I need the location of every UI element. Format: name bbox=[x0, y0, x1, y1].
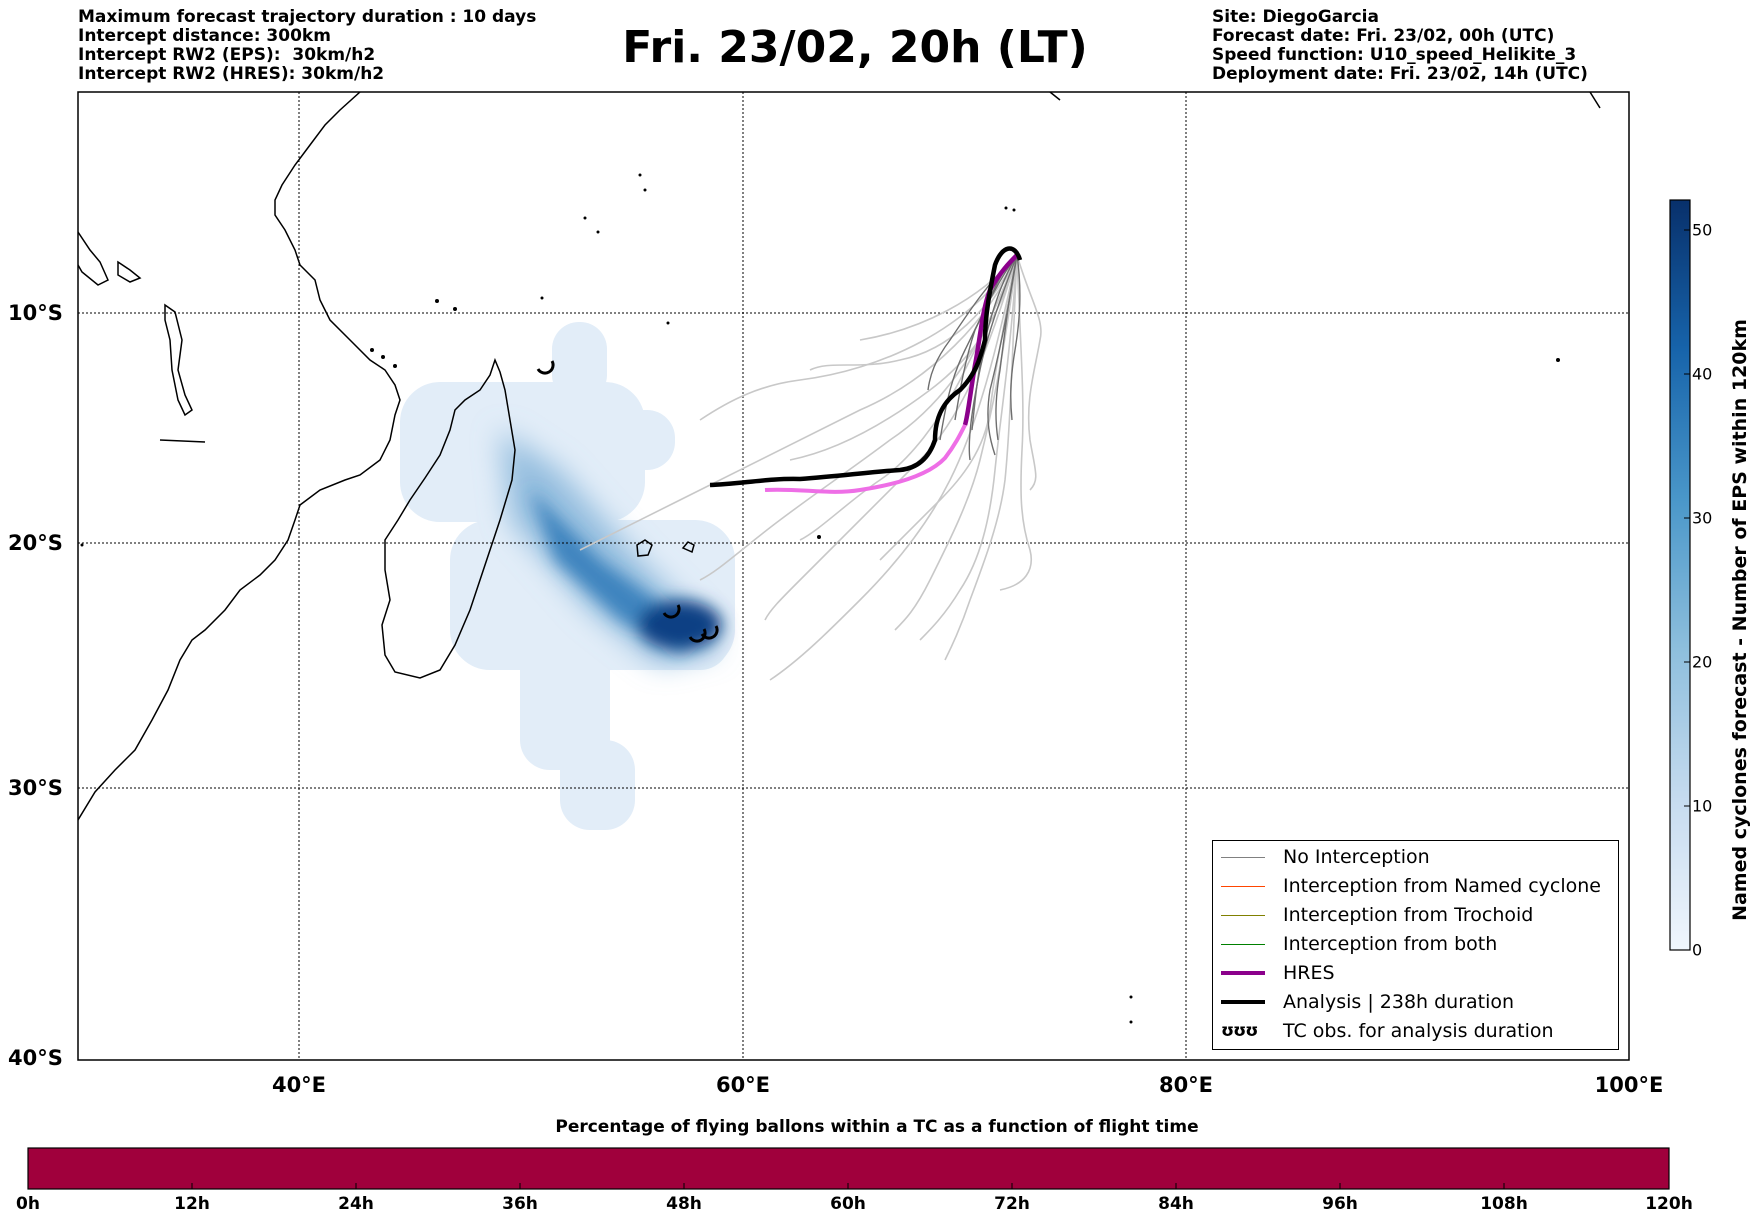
colorbar-tick-label: 0 bbox=[1692, 940, 1703, 960]
flight-time-tick-label: 120h bbox=[1645, 1194, 1693, 1214]
legend-label: TC obs. for analysis duration bbox=[1283, 1020, 1554, 1042]
legend-swatch-no-interception bbox=[1221, 856, 1265, 858]
flight-time-tick-label: 96h bbox=[1322, 1194, 1358, 1214]
tc-obs-markers bbox=[536, 360, 719, 643]
flight-time-bar-ticks bbox=[191, 1183, 1505, 1189]
flight-time-tick-label: 84h bbox=[1158, 1194, 1194, 1214]
header-left-line: Maximum forecast trajectory duration : 1… bbox=[78, 7, 537, 27]
legend-item: Interception from Named cyclone bbox=[1221, 872, 1601, 900]
flight-time-bar bbox=[27, 1147, 1670, 1190]
legend-swatch-named-cyclone bbox=[1221, 885, 1265, 887]
lat-label: 30°S bbox=[8, 776, 63, 800]
legend-item: Interception from Trochoid bbox=[1221, 901, 1533, 929]
coastlines bbox=[78, 92, 1601, 821]
header-left: Maximum forecast trajectory duration : 1… bbox=[78, 8, 536, 84]
flight-time-tick-label: 108h bbox=[1480, 1194, 1528, 1214]
gridlines bbox=[78, 92, 1629, 1060]
flight-time-tick-label: 0h bbox=[16, 1194, 40, 1214]
legend-item: Interception from both bbox=[1221, 930, 1497, 958]
flight-time-tick-label: 24h bbox=[338, 1194, 374, 1214]
tc-obs-icon: ʊʊʊ bbox=[1221, 1021, 1258, 1041]
lon-label: 60°E bbox=[715, 1073, 771, 1097]
header-left-line: Intercept RW2 (EPS): 30km/h2 bbox=[78, 45, 376, 65]
colorbar bbox=[1669, 199, 1691, 951]
colorbar-tick-label: 10 bbox=[1692, 796, 1713, 816]
legend-item: ʊʊʊ TC obs. for analysis duration bbox=[1221, 1017, 1554, 1045]
header-left-line: Intercept distance: 300km bbox=[78, 26, 331, 46]
lon-label: 40°E bbox=[271, 1073, 327, 1097]
legend-label: Interception from Named cyclone bbox=[1283, 875, 1601, 897]
page-title: Fri. 23/02, 20h (LT) bbox=[622, 22, 1088, 73]
lat-label: 20°S bbox=[8, 531, 63, 555]
lon-label: 80°E bbox=[1158, 1073, 1214, 1097]
flight-time-tick-label: 36h bbox=[502, 1194, 538, 1214]
colorbar-label: Named cyclones forecast - Number of EPS … bbox=[1729, 319, 1751, 921]
density-field bbox=[400, 322, 735, 830]
legend-item: HRES bbox=[1221, 959, 1335, 987]
colorbar-tick-label: 20 bbox=[1692, 652, 1713, 672]
flight-time-bar-title: Percentage of flying ballons within a TC… bbox=[555, 1117, 1199, 1137]
legend-swatch-trochoid bbox=[1221, 914, 1265, 916]
map-frame bbox=[77, 91, 1630, 1061]
legend-label: Analysis | 238h duration bbox=[1283, 991, 1515, 1013]
legend-label: Interception from Trochoid bbox=[1283, 904, 1534, 926]
small-islands bbox=[80, 173, 1560, 1024]
hres-trajectory-tail bbox=[764, 424, 967, 494]
map-legend: No Interception Interception from Named … bbox=[1212, 840, 1619, 1050]
lat-label: 40°S bbox=[8, 1046, 63, 1070]
header-right-line: Site: DiegoGarcia bbox=[1212, 7, 1379, 27]
colorbar-tick-label: 30 bbox=[1692, 508, 1713, 528]
flight-time-tick-label: 48h bbox=[666, 1194, 702, 1214]
legend-swatch-both bbox=[1221, 943, 1265, 945]
legend-label: Interception from both bbox=[1283, 933, 1498, 955]
colorbar-tick-label: 50 bbox=[1692, 220, 1713, 240]
flight-time-tick-label: 72h bbox=[994, 1194, 1030, 1214]
header-right-line: Deployment date: Fri. 23/02, 14h (UTC) bbox=[1212, 64, 1588, 84]
legend-label: HRES bbox=[1283, 962, 1335, 984]
legend-label: No Interception bbox=[1283, 846, 1430, 868]
lon-label: 100°E bbox=[1594, 1073, 1664, 1097]
lat-label: 10°S bbox=[8, 301, 63, 325]
header-right-line: Forecast date: Fri. 23/02, 00h (UTC) bbox=[1212, 26, 1555, 46]
legend-swatch-analysis bbox=[1221, 1000, 1265, 1004]
analysis-trajectory bbox=[709, 246, 1023, 488]
legend-item: No Interception bbox=[1221, 843, 1430, 871]
hres-trajectory bbox=[962, 253, 1019, 426]
header-left-line: Intercept RW2 (HRES): 30km/h2 bbox=[78, 64, 385, 84]
flight-time-tick-label: 60h bbox=[830, 1194, 866, 1214]
legend-item: Analysis | 238h duration bbox=[1221, 988, 1514, 1016]
header-right: Site: DiegoGarcia Forecast date: Fri. 23… bbox=[1212, 8, 1588, 84]
flight-time-tick-label: 12h bbox=[174, 1194, 210, 1214]
colorbar-tick-label: 40 bbox=[1692, 364, 1713, 384]
colorbar-ticks bbox=[1684, 229, 1690, 951]
legend-swatch-hres bbox=[1221, 971, 1265, 975]
header-right-line: Speed function: U10_speed_Helikite_3 bbox=[1212, 45, 1577, 65]
